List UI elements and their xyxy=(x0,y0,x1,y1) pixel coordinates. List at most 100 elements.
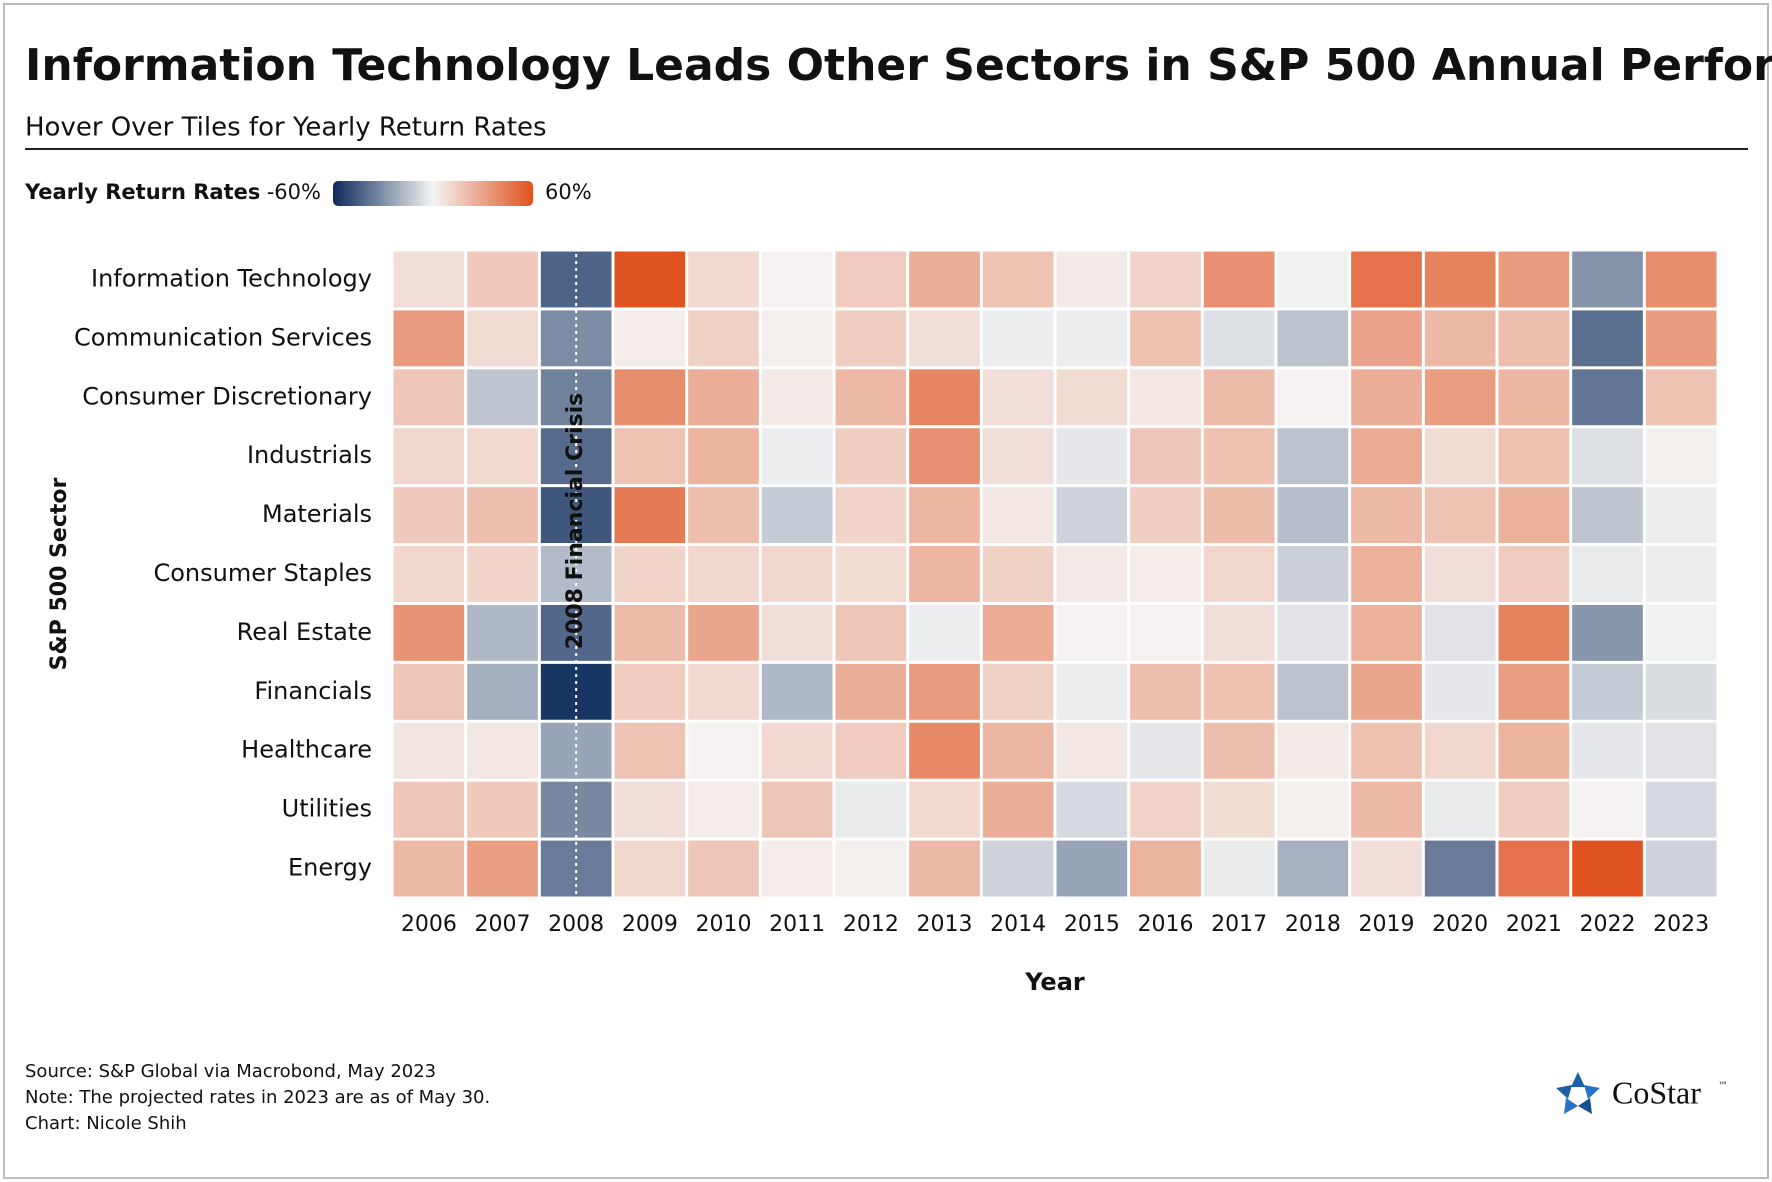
tile[interactable]: Healthcare 2017 xyxy=(1203,722,1275,779)
tile[interactable]: Utilities 2020 xyxy=(1424,781,1496,838)
tile[interactable]: Industrials 2010 xyxy=(688,428,759,485)
tile[interactable]: Consumer Staples 2018 xyxy=(1277,546,1349,602)
tile[interactable]: Materials 2007 xyxy=(467,487,538,544)
tile[interactable]: Financials 2011 xyxy=(761,663,833,720)
tile[interactable]: Communication Services 2022 xyxy=(1572,310,1643,367)
tile[interactable]: Materials 2011 xyxy=(761,487,833,544)
tile[interactable]: Financials 2007 xyxy=(467,663,538,720)
tile[interactable]: Utilities 2021 xyxy=(1498,781,1570,838)
tile[interactable]: Information Technology 2021 xyxy=(1498,251,1570,308)
tile[interactable]: Healthcare 2022 xyxy=(1572,722,1643,779)
tile[interactable]: Materials 2018 xyxy=(1277,487,1349,544)
tile[interactable]: Consumer Staples 2015 xyxy=(1056,546,1128,602)
tile[interactable]: Consumer Staples 2013 xyxy=(909,546,980,602)
tile[interactable]: Energy 2007 xyxy=(467,840,538,897)
tile[interactable]: Information Technology 2010 xyxy=(688,251,759,308)
tile[interactable]: Communication Services 2006 xyxy=(393,310,465,367)
tile[interactable]: Information Technology 2018 xyxy=(1277,251,1349,308)
tile[interactable]: Healthcare 2020 xyxy=(1424,722,1496,779)
tile[interactable]: Real Estate 2022 xyxy=(1572,604,1643,661)
tile[interactable]: Energy 2012 xyxy=(835,840,907,897)
tile[interactable]: Financials 2013 xyxy=(909,663,980,720)
tile[interactable]: Financials 2019 xyxy=(1351,663,1422,720)
tile[interactable]: Communication Services 2014 xyxy=(982,310,1054,367)
tile[interactable]: Communication Services 2015 xyxy=(1056,310,1128,367)
tile[interactable]: Healthcare 2023 xyxy=(1645,722,1717,779)
tile[interactable]: Utilities 2016 xyxy=(1130,781,1201,838)
tile[interactable]: Consumer Discretionary 2012 xyxy=(835,369,907,426)
tile[interactable]: Healthcare 2021 xyxy=(1498,722,1570,779)
tile[interactable]: Consumer Discretionary 2023 xyxy=(1645,369,1717,426)
tile[interactable]: Utilities 2023 xyxy=(1645,781,1717,838)
tile[interactable]: Industrials 2017 xyxy=(1203,428,1275,485)
tile[interactable]: Utilities 2014 xyxy=(982,781,1054,838)
tile[interactable]: Consumer Staples 2014 xyxy=(982,546,1054,602)
tile[interactable]: Industrials 2015 xyxy=(1056,428,1128,485)
tile[interactable]: Consumer Discretionary 2015 xyxy=(1056,369,1128,426)
tile[interactable]: Industrials 2007 xyxy=(467,428,538,485)
tile[interactable]: Real Estate 2023 xyxy=(1645,604,1717,661)
tile[interactable]: Industrials 2022 xyxy=(1572,428,1643,485)
tile[interactable]: Healthcare 2016 xyxy=(1130,722,1201,779)
tile[interactable]: Financials 2016 xyxy=(1130,663,1201,720)
tile[interactable]: Materials 2023 xyxy=(1645,487,1717,544)
tile[interactable]: Information Technology 2019 xyxy=(1351,251,1422,308)
tile[interactable]: Energy 2018 xyxy=(1277,840,1349,897)
tile[interactable]: Financials 2020 xyxy=(1424,663,1496,720)
tile[interactable]: Healthcare 2015 xyxy=(1056,722,1128,779)
tile[interactable]: Industrials 2021 xyxy=(1498,428,1570,485)
tile[interactable]: Industrials 2009 xyxy=(614,428,686,485)
tile[interactable]: Information Technology 2012 xyxy=(835,251,907,308)
tile[interactable]: Real Estate 2019 xyxy=(1351,604,1422,661)
tile[interactable]: Materials 2022 xyxy=(1572,487,1643,544)
tile[interactable]: Real Estate 2006 xyxy=(393,604,465,661)
tile[interactable]: Healthcare 2010 xyxy=(688,722,759,779)
tile[interactable]: Materials 2013 xyxy=(909,487,980,544)
tile[interactable]: Energy 2020 xyxy=(1424,840,1496,897)
tile[interactable]: Real Estate 2007 xyxy=(467,604,538,661)
tile[interactable]: Materials 2012 xyxy=(835,487,907,544)
tile[interactable]: Communication Services 2020 xyxy=(1424,310,1496,367)
tile[interactable]: Consumer Staples 2021 xyxy=(1498,546,1570,602)
tile[interactable]: Materials 2020 xyxy=(1424,487,1496,544)
tile[interactable]: Financials 2014 xyxy=(982,663,1054,720)
tile[interactable]: Energy 2006 xyxy=(393,840,465,897)
tile[interactable]: Energy 2015 xyxy=(1056,840,1128,897)
tile[interactable]: Consumer Discretionary 2016 xyxy=(1130,369,1201,426)
tile[interactable]: Consumer Discretionary 2013 xyxy=(909,369,980,426)
tile[interactable]: Real Estate 2016 xyxy=(1130,604,1201,661)
tile[interactable]: Real Estate 2021 xyxy=(1498,604,1570,661)
tile[interactable]: Information Technology 2006 xyxy=(393,251,465,308)
tile[interactable]: Communication Services 2010 xyxy=(688,310,759,367)
tile[interactable]: Consumer Discretionary 2014 xyxy=(982,369,1054,426)
tile[interactable]: Materials 2021 xyxy=(1498,487,1570,544)
tile[interactable]: Information Technology 2009 xyxy=(614,251,686,308)
tile[interactable]: Financials 2009 xyxy=(614,663,686,720)
tile[interactable]: Information Technology 2022 xyxy=(1572,251,1643,308)
tile[interactable]: Energy 2014 xyxy=(982,840,1054,897)
tile[interactable]: Information Technology 2008 xyxy=(540,251,612,308)
tile[interactable]: Utilities 2006 xyxy=(393,781,465,838)
tile[interactable]: Utilities 2011 xyxy=(761,781,833,838)
tile[interactable]: Healthcare 2009 xyxy=(614,722,686,779)
tile[interactable]: Consumer Discretionary 2010 xyxy=(688,369,759,426)
tile[interactable]: Real Estate 2017 xyxy=(1203,604,1275,661)
tile[interactable]: Consumer Staples 2011 xyxy=(761,546,833,602)
tile[interactable]: Industrials 2020 xyxy=(1424,428,1496,485)
tile[interactable]: Information Technology 2023 xyxy=(1645,251,1717,308)
tile[interactable]: Consumer Staples 2023 xyxy=(1645,546,1717,602)
tile[interactable]: Real Estate 2009 xyxy=(614,604,686,661)
tile[interactable]: Information Technology 2014 xyxy=(982,251,1054,308)
tile[interactable]: Consumer Discretionary 2017 xyxy=(1203,369,1275,426)
tile[interactable]: Materials 2006 xyxy=(393,487,465,544)
tile[interactable]: Financials 2006 xyxy=(393,663,465,720)
tile[interactable]: Financials 2012 xyxy=(835,663,907,720)
tile[interactable]: Financials 2018 xyxy=(1277,663,1349,720)
tile[interactable]: Consumer Staples 2009 xyxy=(614,546,686,602)
tile[interactable]: Consumer Discretionary 2006 xyxy=(393,369,465,426)
tile[interactable]: Energy 2019 xyxy=(1351,840,1422,897)
tile[interactable]: Materials 2017 xyxy=(1203,487,1275,544)
tile[interactable]: Energy 2008 xyxy=(540,840,612,897)
tile[interactable]: Industrials 2006 xyxy=(393,428,465,485)
tile[interactable]: Industrials 2012 xyxy=(835,428,907,485)
